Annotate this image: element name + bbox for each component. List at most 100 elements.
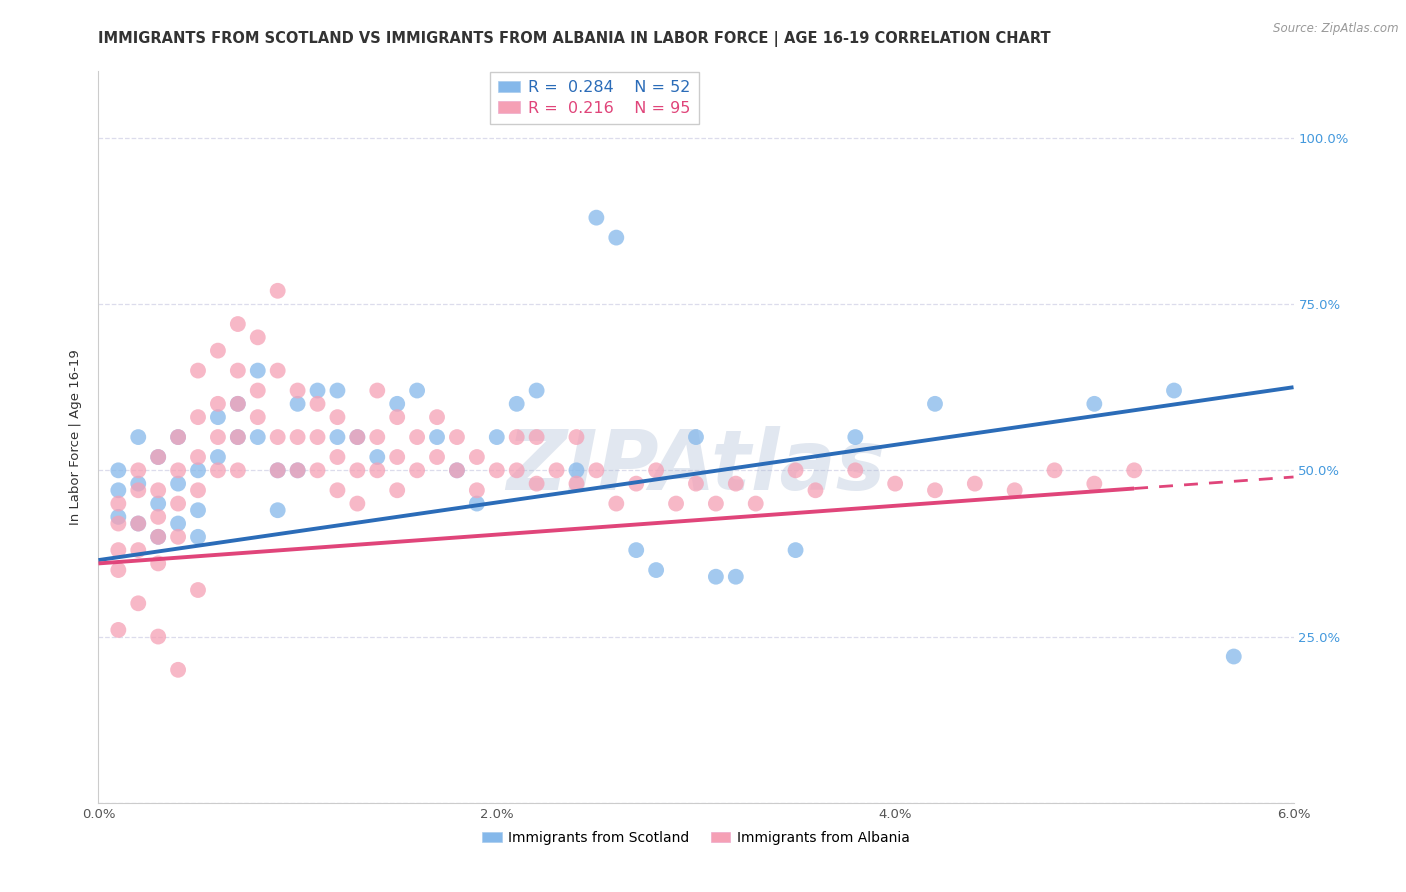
Point	[724, 570, 747, 584]
Point	[1043, 463, 1066, 477]
Point	[1223, 649, 1246, 664]
Point	[346, 497, 368, 511]
Point	[246, 384, 269, 398]
Point	[107, 463, 129, 477]
Point	[406, 384, 429, 398]
Point	[844, 430, 866, 444]
Point	[924, 483, 946, 498]
Point	[246, 430, 269, 444]
Point	[207, 343, 229, 358]
Point	[226, 363, 249, 377]
Point	[246, 330, 269, 344]
Point	[924, 397, 946, 411]
Point	[426, 450, 449, 464]
Point	[107, 497, 129, 511]
Point	[207, 463, 229, 477]
Point	[107, 563, 129, 577]
Point	[645, 563, 668, 577]
Point	[148, 483, 170, 498]
Point	[226, 430, 249, 444]
Point	[167, 476, 190, 491]
Point	[685, 476, 707, 491]
Point	[127, 430, 149, 444]
Point	[465, 497, 488, 511]
Point	[127, 483, 149, 498]
Point	[187, 582, 209, 597]
Point	[1004, 483, 1026, 498]
Point	[127, 596, 149, 610]
Point	[745, 497, 768, 511]
Point	[385, 450, 409, 464]
Point	[526, 430, 548, 444]
Point	[526, 476, 548, 491]
Point	[187, 410, 209, 425]
Point	[406, 463, 429, 477]
Point	[506, 463, 529, 477]
Point	[785, 463, 807, 477]
Point	[107, 623, 129, 637]
Text: IMMIGRANTS FROM SCOTLAND VS IMMIGRANTS FROM ALBANIA IN LABOR FORCE | AGE 16-19 C: IMMIGRANTS FROM SCOTLAND VS IMMIGRANTS F…	[98, 31, 1052, 47]
Point	[1163, 384, 1185, 398]
Point	[187, 463, 209, 477]
Point	[724, 476, 747, 491]
Point	[704, 570, 727, 584]
Point	[287, 463, 309, 477]
Point	[366, 384, 388, 398]
Text: Source: ZipAtlas.com: Source: ZipAtlas.com	[1274, 22, 1399, 36]
Point	[485, 430, 508, 444]
Point	[665, 497, 688, 511]
Point	[346, 463, 368, 477]
Point	[366, 430, 388, 444]
Point	[127, 516, 149, 531]
Point	[426, 430, 449, 444]
Point	[148, 557, 170, 571]
Point	[963, 476, 986, 491]
Point	[167, 430, 190, 444]
Point	[446, 463, 468, 477]
Point	[246, 363, 269, 377]
Point	[626, 543, 648, 558]
Point	[226, 430, 249, 444]
Point	[167, 530, 190, 544]
Point	[307, 430, 329, 444]
Point	[107, 509, 129, 524]
Point	[148, 450, 170, 464]
Point	[884, 476, 907, 491]
Point	[326, 384, 349, 398]
Point	[406, 430, 429, 444]
Point	[287, 384, 309, 398]
Point	[148, 530, 170, 544]
Point	[465, 483, 488, 498]
Point	[346, 430, 368, 444]
Point	[287, 463, 309, 477]
Point	[506, 430, 529, 444]
Point	[506, 397, 529, 411]
Point	[127, 463, 149, 477]
Point	[626, 476, 648, 491]
Point	[804, 483, 827, 498]
Point	[366, 463, 388, 477]
Point	[446, 463, 468, 477]
Point	[605, 497, 627, 511]
Point	[148, 530, 170, 544]
Point	[326, 410, 349, 425]
Point	[287, 397, 309, 411]
Legend: Immigrants from Scotland, Immigrants from Albania: Immigrants from Scotland, Immigrants fro…	[477, 826, 915, 851]
Point	[585, 211, 607, 225]
Point	[207, 450, 229, 464]
Point	[107, 543, 129, 558]
Point	[385, 483, 409, 498]
Point	[187, 363, 209, 377]
Point	[148, 450, 170, 464]
Point	[127, 516, 149, 531]
Point	[207, 397, 229, 411]
Point	[187, 503, 209, 517]
Point	[148, 509, 170, 524]
Point	[565, 463, 588, 477]
Point	[1083, 397, 1105, 411]
Point	[605, 230, 627, 244]
Point	[326, 430, 349, 444]
Point	[465, 450, 488, 464]
Point	[207, 410, 229, 425]
Point	[226, 317, 249, 331]
